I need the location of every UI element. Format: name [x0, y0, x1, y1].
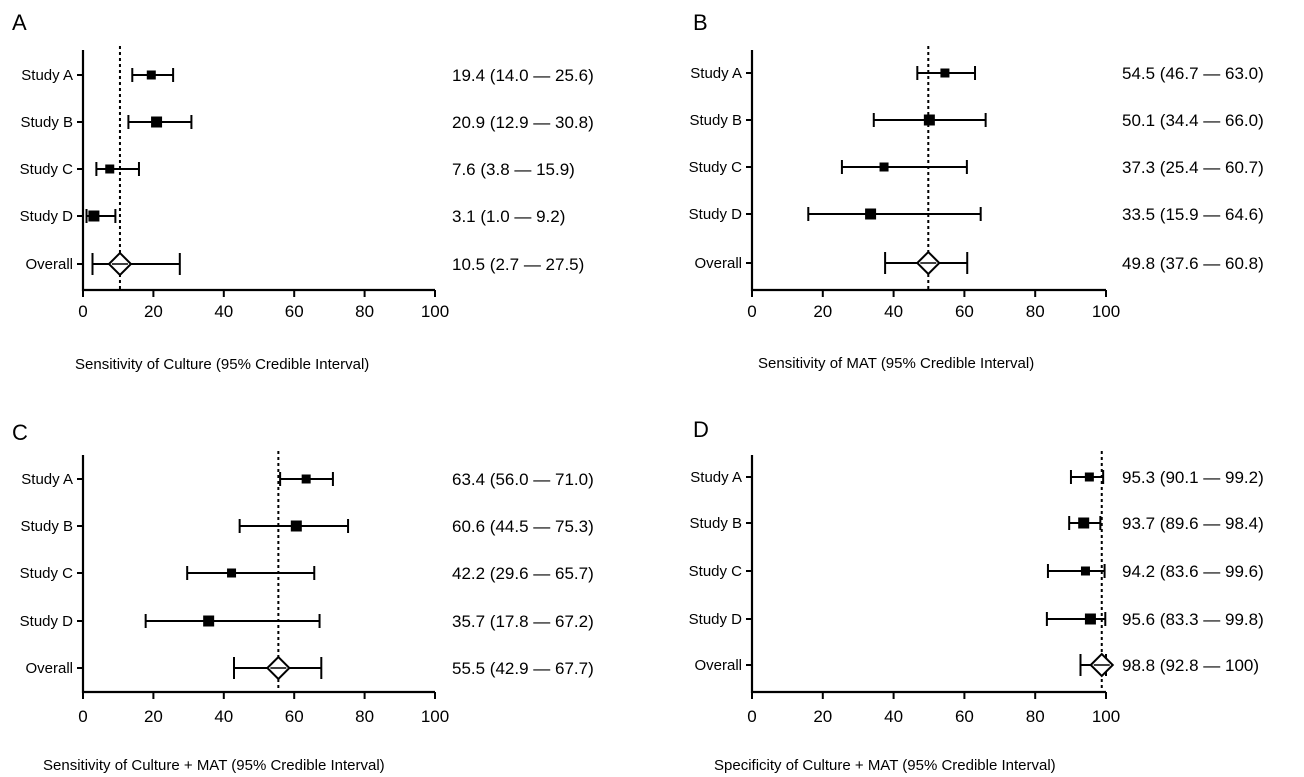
row-label: Study A [21, 67, 73, 84]
ci-value-text: 20.9 (12.9 — 30.8) [452, 113, 594, 132]
row-label: Study C [20, 161, 74, 178]
x-tick-label: 60 [285, 302, 304, 321]
x-tick-label: 0 [78, 302, 87, 321]
x-tick-label: 60 [955, 302, 974, 321]
study-estimate-marker [865, 208, 877, 220]
x-tick-label: 0 [747, 707, 756, 726]
x-axis-title: Sensitivity of Culture (95% Credible Int… [75, 356, 369, 373]
row-label: Overall [694, 657, 742, 674]
row-label: Overall [25, 660, 73, 677]
x-axis-title: Specificity of Culture + MAT (95% Credib… [714, 757, 1056, 774]
x-tick-label: 60 [285, 707, 304, 726]
x-axis-title: Sensitivity of Culture + MAT (95% Credib… [43, 757, 385, 774]
ci-value-text: 49.8 (37.6 — 60.8) [1122, 254, 1264, 273]
forest-panel-c: C 0 20 40 60 80 100 Study A 63.4 (56.0 — 71.0) St… [12, 420, 594, 774]
study-estimate-marker [923, 114, 935, 126]
row-label: Study B [20, 114, 73, 131]
study-estimate-marker [1084, 613, 1096, 625]
study-estimate-marker [88, 210, 100, 222]
ci-value-text: 42.2 (29.6 — 65.7) [452, 564, 594, 583]
row-label: Study A [21, 471, 73, 488]
ci-value-text: 54.5 (46.7 — 63.0) [1122, 64, 1264, 83]
x-tick-label: 20 [813, 707, 832, 726]
x-tick-label: 100 [1092, 707, 1120, 726]
forest-panel-a: A 0 20 40 60 80 100 Study A 19.4 (14.0 — 25.6) St… [12, 10, 594, 373]
x-tick-label: 20 [813, 302, 832, 321]
ci-value-text: 3.1 (1.0 — 9.2) [452, 207, 565, 226]
ci-value-text: 98.8 (92.8 — 100) [1122, 656, 1259, 675]
ci-value-text: 93.7 (89.6 — 98.4) [1122, 514, 1264, 533]
row-label: Study B [689, 112, 742, 129]
x-tick-label: 60 [955, 707, 974, 726]
row-label: Study D [689, 611, 743, 628]
row-label: Study D [20, 613, 74, 630]
row-label: Study D [689, 206, 743, 223]
row-label: Study A [690, 469, 742, 486]
x-tick-label: 100 [1092, 302, 1120, 321]
x-tick-label: 0 [78, 707, 87, 726]
study-estimate-marker [290, 520, 302, 532]
ci-value-text: 50.1 (34.4 — 66.0) [1122, 111, 1264, 130]
forest-panel-d: D 0 20 40 60 80 100 Study A 95.3 (90.1 — 99.2) St… [689, 417, 1264, 774]
x-tick-label: 80 [1026, 302, 1045, 321]
study-estimate-marker [203, 615, 215, 627]
row-label: Overall [25, 256, 73, 273]
x-tick-label: 40 [214, 707, 233, 726]
study-estimate-marker [146, 70, 156, 80]
row-label: Study C [689, 563, 743, 580]
ci-value-text: 35.7 (17.8 — 67.2) [452, 612, 594, 631]
row-label: Study B [689, 515, 742, 532]
study-estimate-marker [940, 68, 950, 78]
row-label: Study D [20, 208, 74, 225]
panel-letter: D [693, 417, 709, 442]
ci-value-text: 60.6 (44.5 — 75.3) [452, 517, 594, 536]
ci-value-text: 37.3 (25.4 — 60.7) [1122, 158, 1264, 177]
study-estimate-marker [1078, 517, 1090, 529]
x-tick-label: 40 [214, 302, 233, 321]
study-estimate-marker [105, 164, 115, 174]
x-tick-label: 100 [421, 707, 449, 726]
row-label: Study B [20, 518, 73, 535]
x-tick-label: 100 [421, 302, 449, 321]
ci-value-text: 19.4 (14.0 — 25.6) [452, 66, 594, 85]
x-tick-label: 20 [144, 707, 163, 726]
ci-value-text: 95.3 (90.1 — 99.2) [1122, 468, 1264, 487]
ci-value-text: 95.6 (83.3 — 99.8) [1122, 610, 1264, 629]
study-estimate-marker [879, 162, 889, 172]
study-estimate-marker [151, 116, 163, 128]
row-label: Study A [690, 65, 742, 82]
x-tick-label: 80 [355, 707, 374, 726]
panel-letter: C [12, 420, 28, 445]
ci-value-text: 33.5 (15.9 — 64.6) [1122, 205, 1264, 224]
study-estimate-marker [1084, 472, 1094, 482]
panel-letter: B [693, 10, 708, 35]
ci-value-text: 55.5 (42.9 — 67.7) [452, 659, 594, 678]
x-tick-label: 20 [144, 302, 163, 321]
x-axis-title: Sensitivity of MAT (95% Credible Interva… [758, 355, 1034, 372]
study-estimate-marker [301, 474, 311, 484]
study-estimate-marker [1080, 566, 1090, 576]
row-label: Study C [689, 159, 743, 176]
ci-value-text: 10.5 (2.7 — 27.5) [452, 255, 584, 274]
panel-letter: A [12, 10, 27, 35]
study-estimate-marker [227, 568, 237, 578]
forest-panel-b: B 0 20 40 60 80 100 Study A 54.5 (46.7 — 63.0) St… [689, 10, 1264, 372]
x-tick-label: 80 [355, 302, 374, 321]
ci-value-text: 7.6 (3.8 — 15.9) [452, 160, 575, 179]
ci-value-text: 94.2 (83.6 — 99.6) [1122, 562, 1264, 581]
x-tick-label: 40 [884, 302, 903, 321]
x-tick-label: 0 [747, 302, 756, 321]
x-tick-label: 80 [1026, 707, 1045, 726]
x-tick-label: 40 [884, 707, 903, 726]
ci-value-text: 63.4 (56.0 — 71.0) [452, 470, 594, 489]
row-label: Overall [694, 255, 742, 272]
row-label: Study C [20, 565, 74, 582]
